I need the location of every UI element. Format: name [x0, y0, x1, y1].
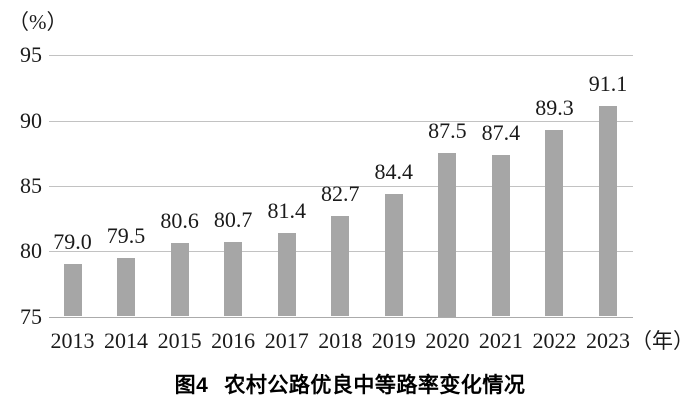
x-tick-label: 2014	[104, 328, 149, 353]
x-axis-unit-label: （年）	[631, 329, 694, 353]
y-tick-label: 75	[20, 303, 42, 329]
y-tick-label: 85	[20, 172, 42, 198]
x-tick-label: 2013	[50, 328, 95, 353]
gridline	[48, 55, 633, 57]
x-tick-label: 2019	[371, 328, 416, 353]
x-axis-line	[48, 316, 633, 318]
x-tick-label: 2023	[586, 328, 630, 353]
gridline	[48, 120, 633, 122]
x-tick-label: 2017	[264, 328, 309, 353]
bar-value-label: 87.5	[428, 118, 467, 144]
bar-value-label: 80.6	[160, 208, 199, 234]
bar-value-label: 84.4	[374, 158, 414, 184]
y-tick-label: 90	[20, 107, 42, 133]
y-tick-label: 80	[20, 238, 42, 264]
figure-title-text: 农村公路优良中等路率变化情况	[224, 374, 526, 397]
bar	[491, 154, 510, 317]
bar	[599, 106, 617, 317]
bar	[224, 242, 243, 317]
figure-number-label: 图4	[174, 374, 209, 397]
x-tick-label: 2022	[532, 328, 577, 353]
figure-caption: 图4 农村公路优良中等路率变化情况	[0, 372, 700, 400]
bar	[384, 193, 403, 317]
bar	[170, 243, 189, 317]
x-tick-label: 2021	[478, 328, 523, 353]
x-tick-label: 2020	[425, 328, 470, 353]
bar	[438, 153, 457, 317]
bar	[63, 264, 82, 317]
bar-value-label: 79.0	[53, 229, 92, 255]
bar	[277, 232, 296, 317]
bar	[545, 129, 564, 317]
bar-value-label: 80.7	[213, 207, 253, 233]
bar-value-label: 91.1	[588, 71, 628, 97]
bar-value-label: 82.7	[321, 180, 360, 206]
bar-value-label: 81.4	[267, 197, 306, 223]
x-tick-label: 2018	[318, 328, 363, 353]
bar	[117, 257, 136, 317]
bar-value-label: 79.5	[106, 222, 146, 248]
bar-value-label: 87.4	[481, 119, 521, 145]
bar	[331, 215, 350, 317]
y-tick-label: 95	[20, 42, 42, 68]
y-axis-unit-label: （%）	[8, 10, 68, 34]
gridline	[48, 185, 633, 187]
bar-value-label: 89.3	[535, 94, 574, 120]
x-tick-label: 2015	[157, 328, 202, 353]
x-tick-label: 2016	[211, 328, 256, 353]
